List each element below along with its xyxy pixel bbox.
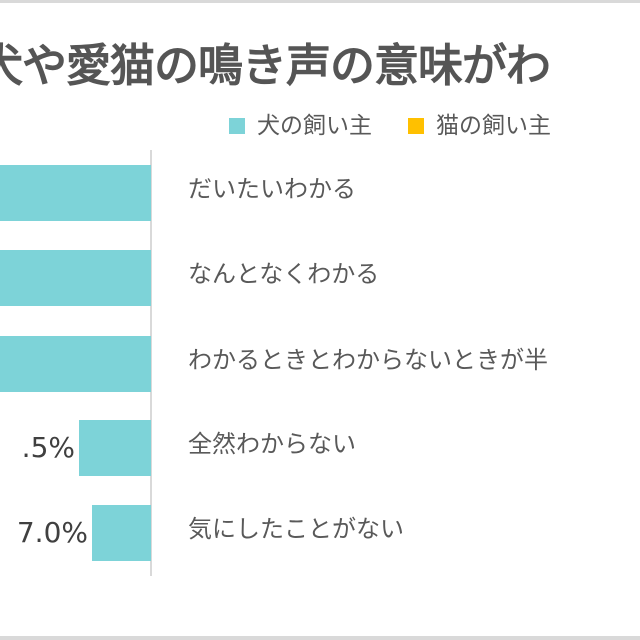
category-label-row-3: 全然わからない [188, 430, 356, 458]
legend-label: 犬の飼い主 [257, 113, 372, 139]
bar-dog-row-0 [0, 165, 151, 221]
legend-label: 猫の飼い主 [436, 113, 551, 139]
value-label-row-3: .5% [21, 431, 75, 464]
legend-swatch-dog-icon [229, 118, 245, 134]
chart-title: 犬や愛猫の鳴き声の意味がわ [0, 39, 551, 92]
value-label-row-4: 7.0% [16, 516, 88, 549]
bar-dog-row-3 [79, 420, 151, 476]
legend-item-cat-owners: 猫の飼い主 [408, 112, 551, 140]
frame-bottom-border [0, 636, 640, 640]
category-label-row-1: なんとなくわかる [188, 260, 380, 288]
chart-legend: 犬の飼い主 猫の飼い主 [229, 112, 587, 140]
category-label-row-0: だいたいわかる [188, 175, 356, 203]
category-label-row-4: 気にしたことがない [188, 515, 404, 543]
legend-item-dog-owners: 犬の飼い主 [229, 112, 372, 140]
bar-dog-row-4 [92, 505, 151, 561]
category-axis-line [150, 150, 152, 576]
legend-swatch-cat-icon [408, 118, 424, 134]
bar-dog-row-1 [0, 250, 151, 306]
category-label-row-2: わかるときとわからないときが半 [188, 346, 548, 374]
frame-top-border [0, 0, 640, 3]
bar-dog-row-2 [0, 336, 151, 392]
